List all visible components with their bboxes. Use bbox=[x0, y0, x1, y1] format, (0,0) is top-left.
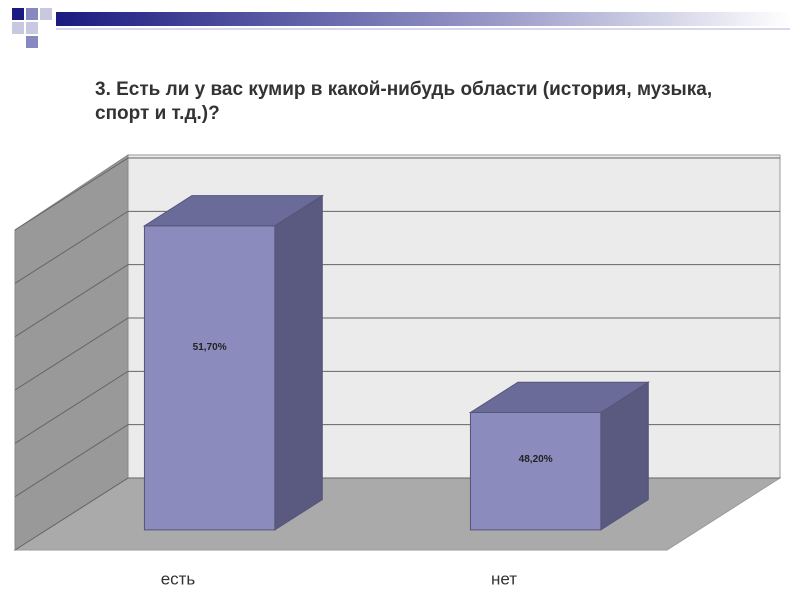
chart-title: 3. Есть ли у вас кумир в какой-нибудь об… bbox=[95, 79, 713, 124]
x-tick-label: нет bbox=[491, 569, 517, 588]
value-label: 51,70% bbox=[193, 342, 227, 353]
grid-line bbox=[14, 157, 780, 231]
value-label: 48,20% bbox=[519, 454, 553, 465]
bar bbox=[468, 381, 651, 531]
grid-line bbox=[14, 264, 780, 338]
grid-line bbox=[14, 210, 780, 284]
grid-line bbox=[14, 317, 780, 391]
slide-decoration bbox=[12, 8, 790, 48]
bar bbox=[142, 194, 325, 531]
bar-side bbox=[274, 194, 323, 531]
bar-front bbox=[469, 412, 602, 531]
chart-walls bbox=[13, 154, 782, 551]
x-tick-label: есть bbox=[161, 569, 196, 588]
bar-front bbox=[143, 225, 276, 531]
grid-line bbox=[14, 370, 780, 444]
